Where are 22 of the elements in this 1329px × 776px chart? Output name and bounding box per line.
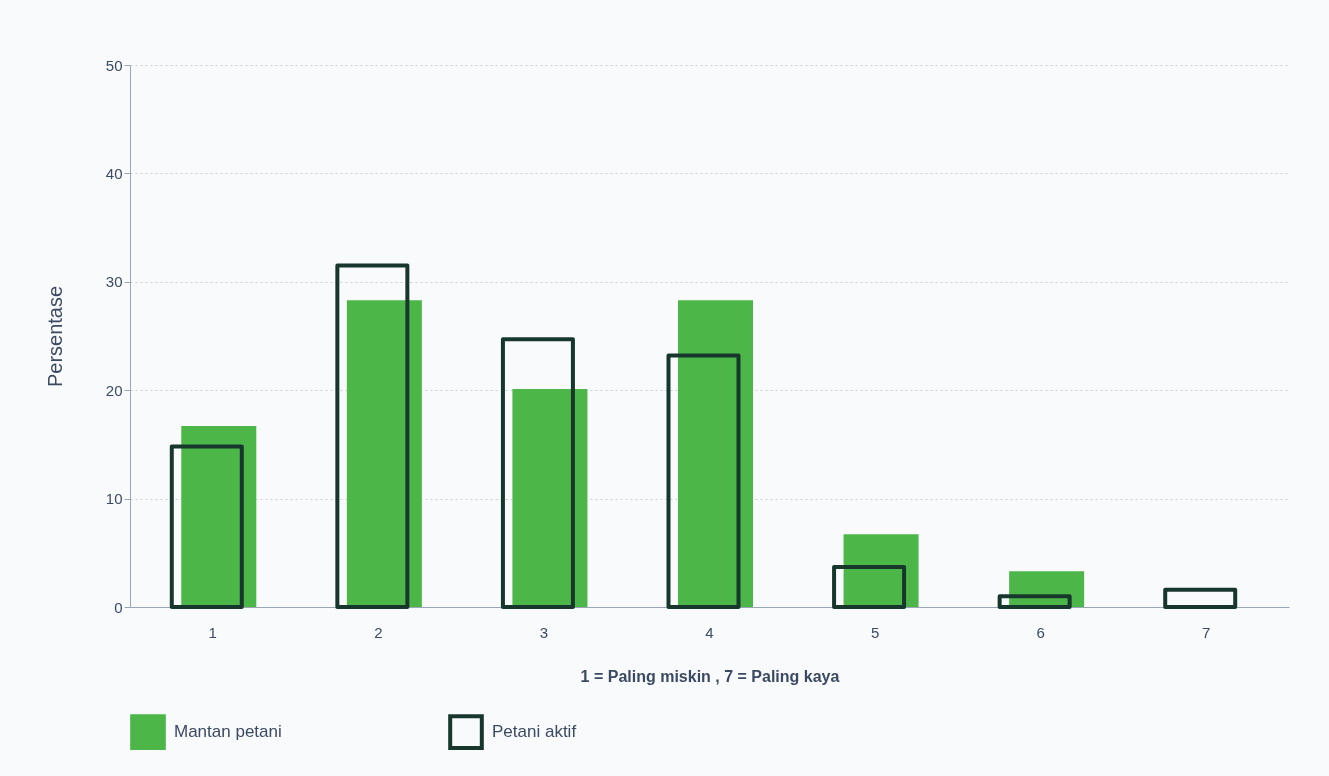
y-tick-label: 40 (105, 164, 123, 182)
y-tick-label: 30 (105, 273, 123, 291)
y-tick-label: 0 (114, 598, 123, 616)
bar (181, 425, 257, 607)
legend-label: Petani aktif (492, 722, 577, 742)
x-tick-label: 4 (705, 623, 714, 641)
bar (512, 389, 588, 607)
legend-label: Mantan petani (174, 722, 282, 742)
x-tick-label: 5 (870, 623, 880, 641)
y-tick-label: 10 (105, 490, 123, 508)
x-tick-label: 3 (539, 623, 549, 641)
bar (843, 534, 919, 607)
y-axis-title: Persentase (43, 285, 66, 388)
bar (678, 300, 753, 607)
x-tick-label: 1 (208, 623, 217, 641)
y-tick-label: 20 (105, 381, 123, 399)
x-axis-title: 1 = Paling miskin , 7 = Paling kaya (580, 667, 840, 685)
x-tick-label: 2 (374, 623, 383, 641)
x-tick-label: 6 (1036, 623, 1045, 641)
y-tick-label: 50 (105, 56, 123, 74)
x-tick-label: 7 (1202, 623, 1211, 641)
bar (346, 300, 422, 607)
